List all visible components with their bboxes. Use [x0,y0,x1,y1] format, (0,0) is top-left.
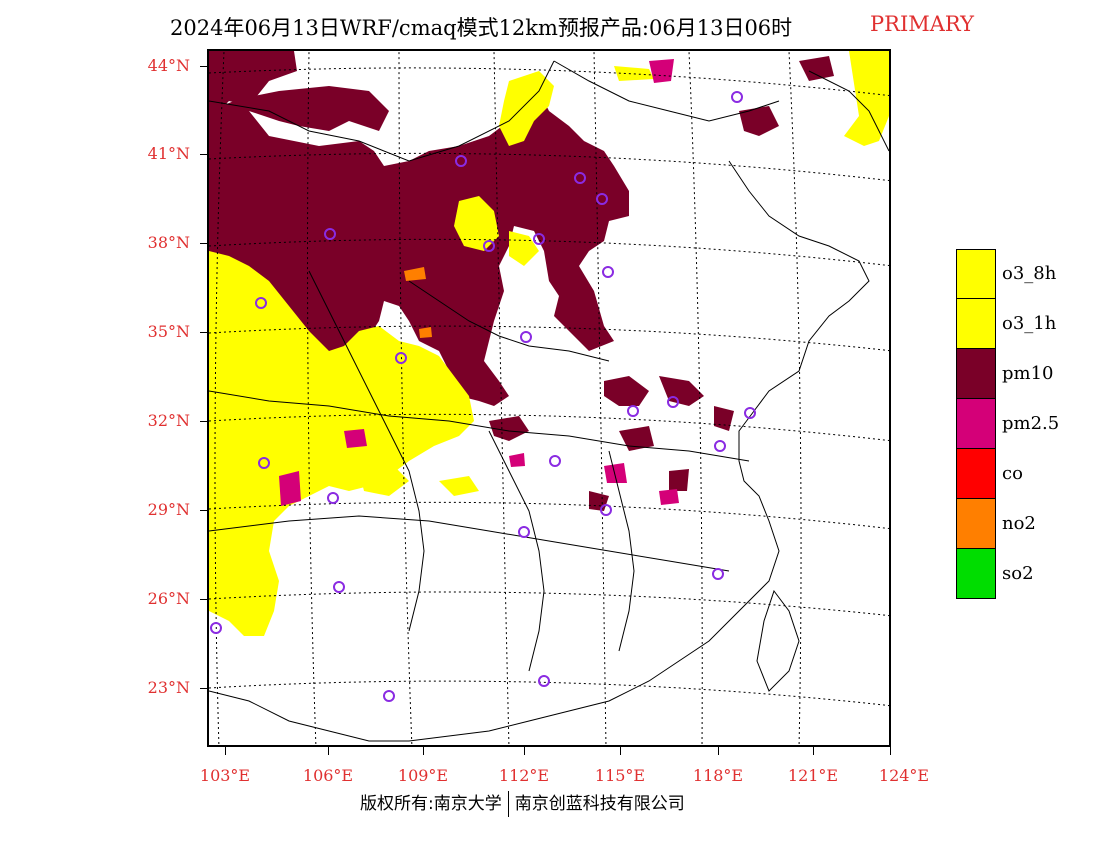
legend-swatch [956,399,996,449]
legend-swatch [956,249,996,299]
lon-tick [718,747,719,755]
map-panel[interactable] [207,49,891,747]
lat-label: 44°N [147,56,190,75]
map-canvas [209,51,889,745]
lon-label: 112°E [498,766,550,785]
lon-tick [225,747,226,755]
legend-label: pm2.5 [1002,413,1060,434]
lon-tick [890,747,891,755]
lat-tick [200,510,207,511]
legend-label: pm10 [1002,363,1054,384]
lat-tick [200,332,207,333]
lon-label: 124°E [878,766,930,785]
lon-tick [328,747,329,755]
lat-tick [200,688,207,689]
copyright-footer: 版权所有:南京大学 南京创蓝科技有限公司 [360,789,685,817]
map-subtitle-primary: PRIMARY [870,12,974,36]
boundary-lines [209,60,889,742]
pm25-area [279,59,679,506]
lat-tick [200,154,207,155]
footer-separator [507,791,509,817]
lat-label: 32°N [147,411,190,430]
lat-tick [200,243,207,244]
lat-label: 26°N [147,589,190,608]
copyright-left: 版权所有:南京大学 [360,794,502,814]
lat-label: 29°N [147,500,190,519]
lat-tick [200,66,207,67]
map-title: 2024年06月13日WRF/cmaq模式12km预报产品:06月13日06时 [170,16,793,40]
lon-label: 121°E [787,766,839,785]
lat-tick [200,599,207,600]
lon-tick [813,747,814,755]
legend-swatch [956,349,996,399]
o3-area [209,51,889,636]
legend-label: o3_8h [1002,263,1057,284]
lon-label: 103°E [199,766,251,785]
legend-swatch [956,499,996,549]
lat-label: 35°N [147,322,190,341]
lat-tick [200,421,207,422]
legend-swatch [956,549,996,599]
lon-label: 118°E [692,766,744,785]
legend-label: co [1002,463,1023,484]
lon-label: 109°E [397,766,449,785]
no2-area [404,267,432,338]
legend-label: so2 [1002,563,1034,584]
legend-label: o3_1h [1002,313,1057,334]
legend-swatch [956,299,996,349]
copyright-right: 南京创蓝科技有限公司 [514,794,685,814]
legend-label: no2 [1002,513,1036,534]
lat-label: 23°N [147,678,190,697]
lon-label: 106°E [302,766,354,785]
lon-tick [423,747,424,755]
graticule [209,51,889,745]
lon-tick [524,747,525,755]
lat-label: 41°N [147,144,190,163]
lon-tick [620,747,621,755]
legend-swatch [956,449,996,499]
stations [210,91,756,702]
pm10-area [209,51,834,511]
lon-label: 115°E [594,766,646,785]
lat-label: 38°N [147,233,190,252]
